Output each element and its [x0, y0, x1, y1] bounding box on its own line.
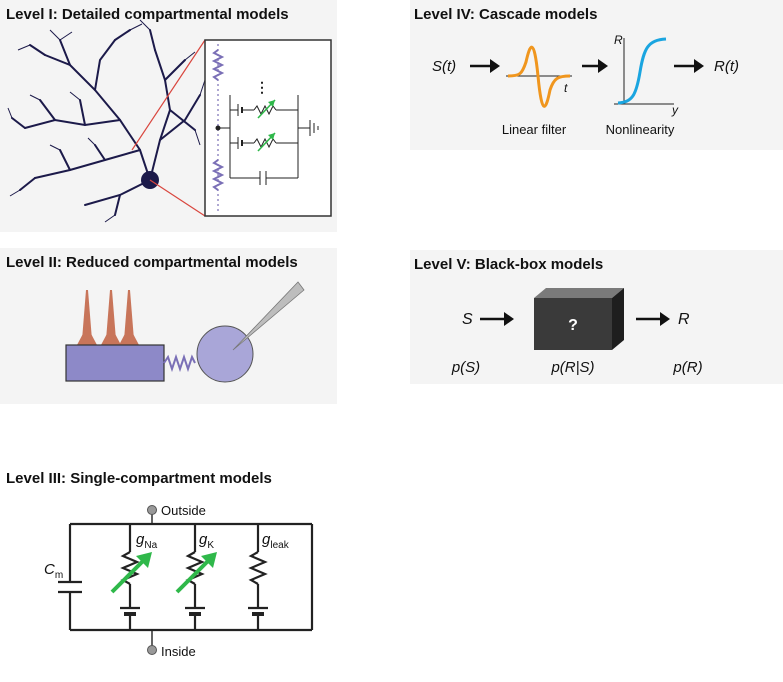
- dendrite-compartment: [65, 344, 165, 382]
- zoom-line-bottom: [149, 179, 206, 217]
- axial-resistor-top: [211, 49, 225, 81]
- filter-caption: Linear filter: [502, 122, 567, 137]
- arrow-right-icon-5: [636, 312, 670, 326]
- black-box-top: [534, 288, 624, 298]
- nl-x-label: y: [671, 103, 679, 117]
- electrode-icon: [232, 281, 305, 351]
- zoom-line-top: [131, 39, 206, 151]
- level1-title: Level I: Detailed compartmental models: [6, 6, 289, 23]
- arrow-right-icon-4: [480, 312, 514, 326]
- level1-figure: ⋮: [7, 19, 332, 223]
- neuron-dendrites: [11, 29, 201, 216]
- gna-arrowhead: [136, 552, 152, 568]
- more-channels-ellipsis: ⋮: [255, 79, 269, 95]
- p-conditional: p(R|S): [550, 359, 594, 376]
- p-input: p(S): [451, 359, 480, 376]
- gna-sub: Na: [144, 540, 157, 551]
- level5-title: Level V: Black-box models: [414, 256, 604, 273]
- outside-label: Outside: [161, 503, 206, 518]
- axial-resistor-bottom: [211, 159, 225, 191]
- nl-caption: Nonlinearity: [606, 122, 675, 137]
- black-box-symbol: ?: [568, 317, 578, 334]
- gk-label: g: [199, 531, 208, 548]
- black-box-side: [612, 288, 624, 350]
- p-output: p(R): [672, 359, 702, 376]
- nl-y-label: R: [614, 33, 623, 47]
- inside-label: Inside: [161, 644, 196, 659]
- level2-figure: [65, 281, 305, 383]
- gna-label: g: [136, 531, 145, 548]
- filter-kernel: [507, 45, 571, 108]
- dendritic-inputs: [77, 290, 139, 345]
- bb-output-label: R: [678, 311, 690, 328]
- outside-terminal: [147, 505, 157, 515]
- cascade-output-label: R(t): [714, 58, 739, 75]
- cascade-input-label: S(t): [432, 58, 456, 75]
- cm-label: C: [44, 561, 55, 578]
- spring-icon: [163, 353, 196, 373]
- gk-sub: K: [207, 540, 214, 551]
- level2-title: Level II: Reduced compartmental models: [6, 254, 298, 271]
- svg-text:gK: gK: [199, 531, 214, 551]
- level4-figure: S(t) t Linear filter R y Nonlinearity R(…: [432, 33, 739, 137]
- arrow-right-icon: [470, 59, 500, 73]
- inside-terminal: [147, 645, 157, 655]
- arrow-right-icon-2: [582, 59, 608, 73]
- filter-axis-label: t: [564, 81, 568, 95]
- level5-figure: S ? R p(S) p(R|S) p(R): [451, 288, 703, 376]
- sigmoid-curve: [617, 37, 667, 105]
- arrow-right-icon-3: [674, 59, 704, 73]
- level4-title: Level IV: Cascade models: [414, 6, 598, 23]
- level3-title: Level III: Single-compartment models: [6, 470, 272, 487]
- gleak-label: g: [262, 531, 271, 548]
- cm-sub: m: [55, 570, 63, 581]
- gk-arrowhead: [201, 552, 217, 568]
- svg-text:Cm: Cm: [44, 561, 63, 581]
- svg-text:gNa: gNa: [136, 531, 158, 551]
- level3-figure: Outside Inside Cm gNa gK gleak: [44, 503, 314, 659]
- level2-panel: [0, 248, 337, 404]
- gleak-sub: leak: [270, 540, 289, 551]
- black-box-front: [534, 298, 612, 350]
- level3-panel: [0, 464, 330, 676]
- bb-input-label: S: [462, 311, 473, 328]
- level4-panel: [410, 0, 783, 150]
- svg-text:gleak: gleak: [262, 531, 290, 551]
- soma-compartment: [196, 325, 254, 383]
